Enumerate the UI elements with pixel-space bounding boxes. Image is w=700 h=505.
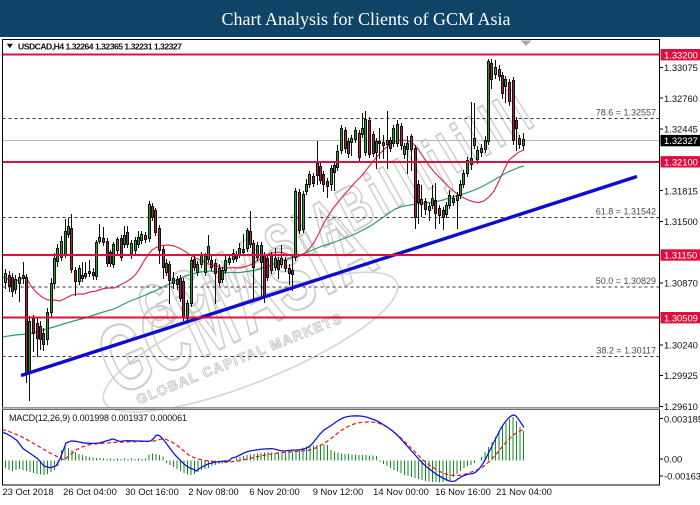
svg-text:0.003185: 0.003185 <box>664 413 700 424</box>
svg-text:Chart Analysis for Clients of: Chart Analysis for Clients of GCM Asia <box>222 9 511 29</box>
svg-text:1.31815: 1.31815 <box>664 185 698 196</box>
svg-text:1.33200: 1.33200 <box>664 49 698 60</box>
svg-text:14 Nov 00:00: 14 Nov 00:00 <box>373 486 429 497</box>
svg-text:61.8 = 1.31542: 61.8 = 1.31542 <box>596 206 656 216</box>
svg-text:9 Nov 12:00: 9 Nov 12:00 <box>313 486 364 497</box>
svg-text:1.32445: 1.32445 <box>664 124 698 135</box>
svg-text:1.33075: 1.33075 <box>664 62 698 73</box>
svg-text:38.2 = 1.30117: 38.2 = 1.30117 <box>596 346 656 356</box>
svg-text:USDCAD,H4 1.32264 1.32365 1.3: USDCAD,H4 1.32264 1.32365 1.32231 1.3232… <box>18 42 182 52</box>
svg-text:23 Oct 2018: 23 Oct 2018 <box>2 486 53 497</box>
svg-text:1.31150: 1.31150 <box>664 250 697 261</box>
svg-text:1.32760: 1.32760 <box>664 93 698 104</box>
svg-text:1.30870: 1.30870 <box>664 278 698 289</box>
svg-text:1.32100: 1.32100 <box>664 156 698 167</box>
svg-text:MACD(12,26,9) 0.001998 0.00193: MACD(12,26,9) 0.001998 0.001937 0.000061 <box>9 413 187 423</box>
svg-text:2 Nov 08:00: 2 Nov 08:00 <box>188 486 239 497</box>
svg-text:1.29610: 1.29610 <box>664 401 698 412</box>
svg-text:1.30509: 1.30509 <box>664 312 698 323</box>
svg-text:1.30240: 1.30240 <box>664 339 698 350</box>
svg-text:1.29925: 1.29925 <box>664 370 698 381</box>
svg-text:1.32327: 1.32327 <box>664 135 698 146</box>
svg-text:21 Nov 04:00: 21 Nov 04:00 <box>496 486 552 497</box>
svg-text:50.0 = 1.30829: 50.0 = 1.30829 <box>596 276 656 286</box>
svg-text:0.00: 0.00 <box>664 454 682 465</box>
svg-text:6 Nov 20:00: 6 Nov 20:00 <box>249 486 300 497</box>
svg-text:16 Nov 16:00: 16 Nov 16:00 <box>435 486 491 497</box>
svg-text:30 Oct 16:00: 30 Oct 16:00 <box>125 486 179 497</box>
svg-text:26 Oct 04:00: 26 Oct 04:00 <box>63 486 117 497</box>
svg-text:-0.001631: -0.001631 <box>664 471 700 482</box>
svg-text:78.6 = 1.32557: 78.6 = 1.32557 <box>596 107 656 117</box>
svg-text:1.31500: 1.31500 <box>664 216 698 227</box>
